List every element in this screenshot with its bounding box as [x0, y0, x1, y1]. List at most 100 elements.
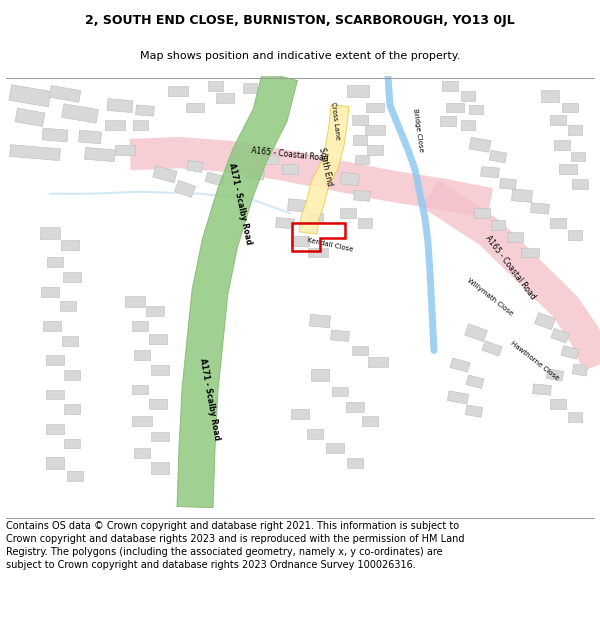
Bar	[63, 272, 81, 282]
Bar	[291, 409, 309, 419]
Bar	[43, 321, 61, 331]
Bar	[64, 370, 80, 380]
Bar	[245, 169, 265, 180]
Bar	[105, 120, 125, 130]
Bar	[353, 135, 367, 145]
Bar	[310, 314, 331, 328]
Bar	[482, 341, 502, 356]
Text: Willymath Close: Willymath Close	[466, 277, 514, 316]
Text: 2, SOUTH END CLOSE, BURNISTON, SCARBOROUGH, YO13 0JL: 2, SOUTH END CLOSE, BURNISTON, SCARBOROU…	[85, 14, 515, 27]
Bar	[466, 375, 484, 389]
Bar	[262, 154, 278, 164]
Bar	[282, 164, 298, 174]
Bar	[521, 248, 539, 258]
Bar	[61, 240, 79, 249]
Bar	[134, 351, 150, 360]
Bar	[64, 439, 80, 448]
Bar	[450, 358, 470, 372]
Bar	[571, 152, 585, 161]
Bar	[464, 324, 487, 342]
Bar	[136, 105, 154, 116]
Bar	[41, 287, 59, 297]
Bar	[500, 178, 517, 189]
Bar	[491, 220, 505, 230]
Bar	[153, 166, 177, 182]
Text: A171 - Scalby Road: A171 - Scalby Road	[199, 357, 221, 441]
Bar	[447, 391, 469, 404]
Bar	[308, 248, 328, 258]
Bar	[358, 218, 372, 228]
Bar	[546, 369, 564, 381]
Bar	[554, 140, 570, 150]
Bar	[550, 399, 566, 409]
Bar	[60, 301, 76, 311]
Bar	[440, 116, 456, 126]
Bar	[132, 385, 148, 394]
Bar	[10, 144, 61, 161]
Text: Cross Lane: Cross Lane	[329, 101, 340, 139]
Text: Map shows position and indicative extent of the property.: Map shows position and indicative extent…	[140, 51, 460, 61]
Bar	[9, 85, 51, 107]
Bar	[133, 120, 148, 130]
Bar	[151, 365, 169, 375]
Bar	[550, 116, 566, 125]
Bar	[535, 312, 556, 329]
Bar	[42, 128, 68, 142]
Bar	[568, 230, 582, 240]
Bar	[347, 458, 363, 468]
Bar	[125, 296, 145, 308]
Bar	[205, 172, 225, 186]
Bar	[132, 416, 152, 426]
Bar	[461, 120, 475, 130]
Bar	[79, 130, 101, 144]
Bar	[346, 402, 364, 412]
Bar	[40, 227, 60, 239]
Bar	[62, 336, 78, 346]
Bar	[331, 330, 349, 341]
Bar	[287, 199, 308, 212]
Bar	[568, 412, 582, 422]
Bar	[132, 321, 148, 331]
Text: Hawthorne Close: Hawthorne Close	[510, 339, 560, 381]
Bar	[15, 108, 45, 126]
Bar	[481, 167, 499, 178]
Bar	[67, 471, 83, 481]
Text: A165 - Coastal Road: A165 - Coastal Road	[251, 146, 329, 163]
Bar	[85, 148, 115, 162]
Bar	[352, 116, 368, 125]
Bar	[291, 236, 309, 246]
Bar	[474, 209, 490, 218]
Bar	[62, 104, 98, 123]
Bar	[568, 125, 582, 135]
Bar	[46, 389, 64, 399]
Bar	[134, 448, 150, 458]
Bar	[151, 432, 169, 441]
Bar	[46, 355, 64, 365]
Bar	[216, 93, 234, 103]
Bar	[146, 306, 164, 316]
Bar	[530, 202, 550, 214]
Bar	[186, 102, 204, 112]
Text: A171 - Scalby Road: A171 - Scalby Road	[227, 162, 253, 245]
Bar	[366, 102, 384, 112]
Bar	[469, 138, 491, 152]
Bar	[243, 83, 257, 93]
Bar	[332, 387, 348, 396]
Bar	[49, 86, 81, 102]
Polygon shape	[421, 181, 600, 371]
Text: Kendall Close: Kendall Close	[307, 237, 353, 252]
Bar	[107, 99, 133, 112]
Bar	[512, 189, 532, 202]
Bar	[562, 102, 578, 112]
Bar	[353, 190, 370, 201]
Polygon shape	[299, 105, 349, 234]
Bar	[533, 384, 551, 395]
Bar	[208, 81, 223, 91]
Bar	[541, 90, 559, 102]
Bar	[115, 145, 135, 154]
Bar	[307, 429, 323, 439]
Bar	[489, 151, 507, 162]
Bar	[227, 159, 244, 170]
Bar	[46, 457, 64, 469]
Bar	[362, 416, 378, 426]
